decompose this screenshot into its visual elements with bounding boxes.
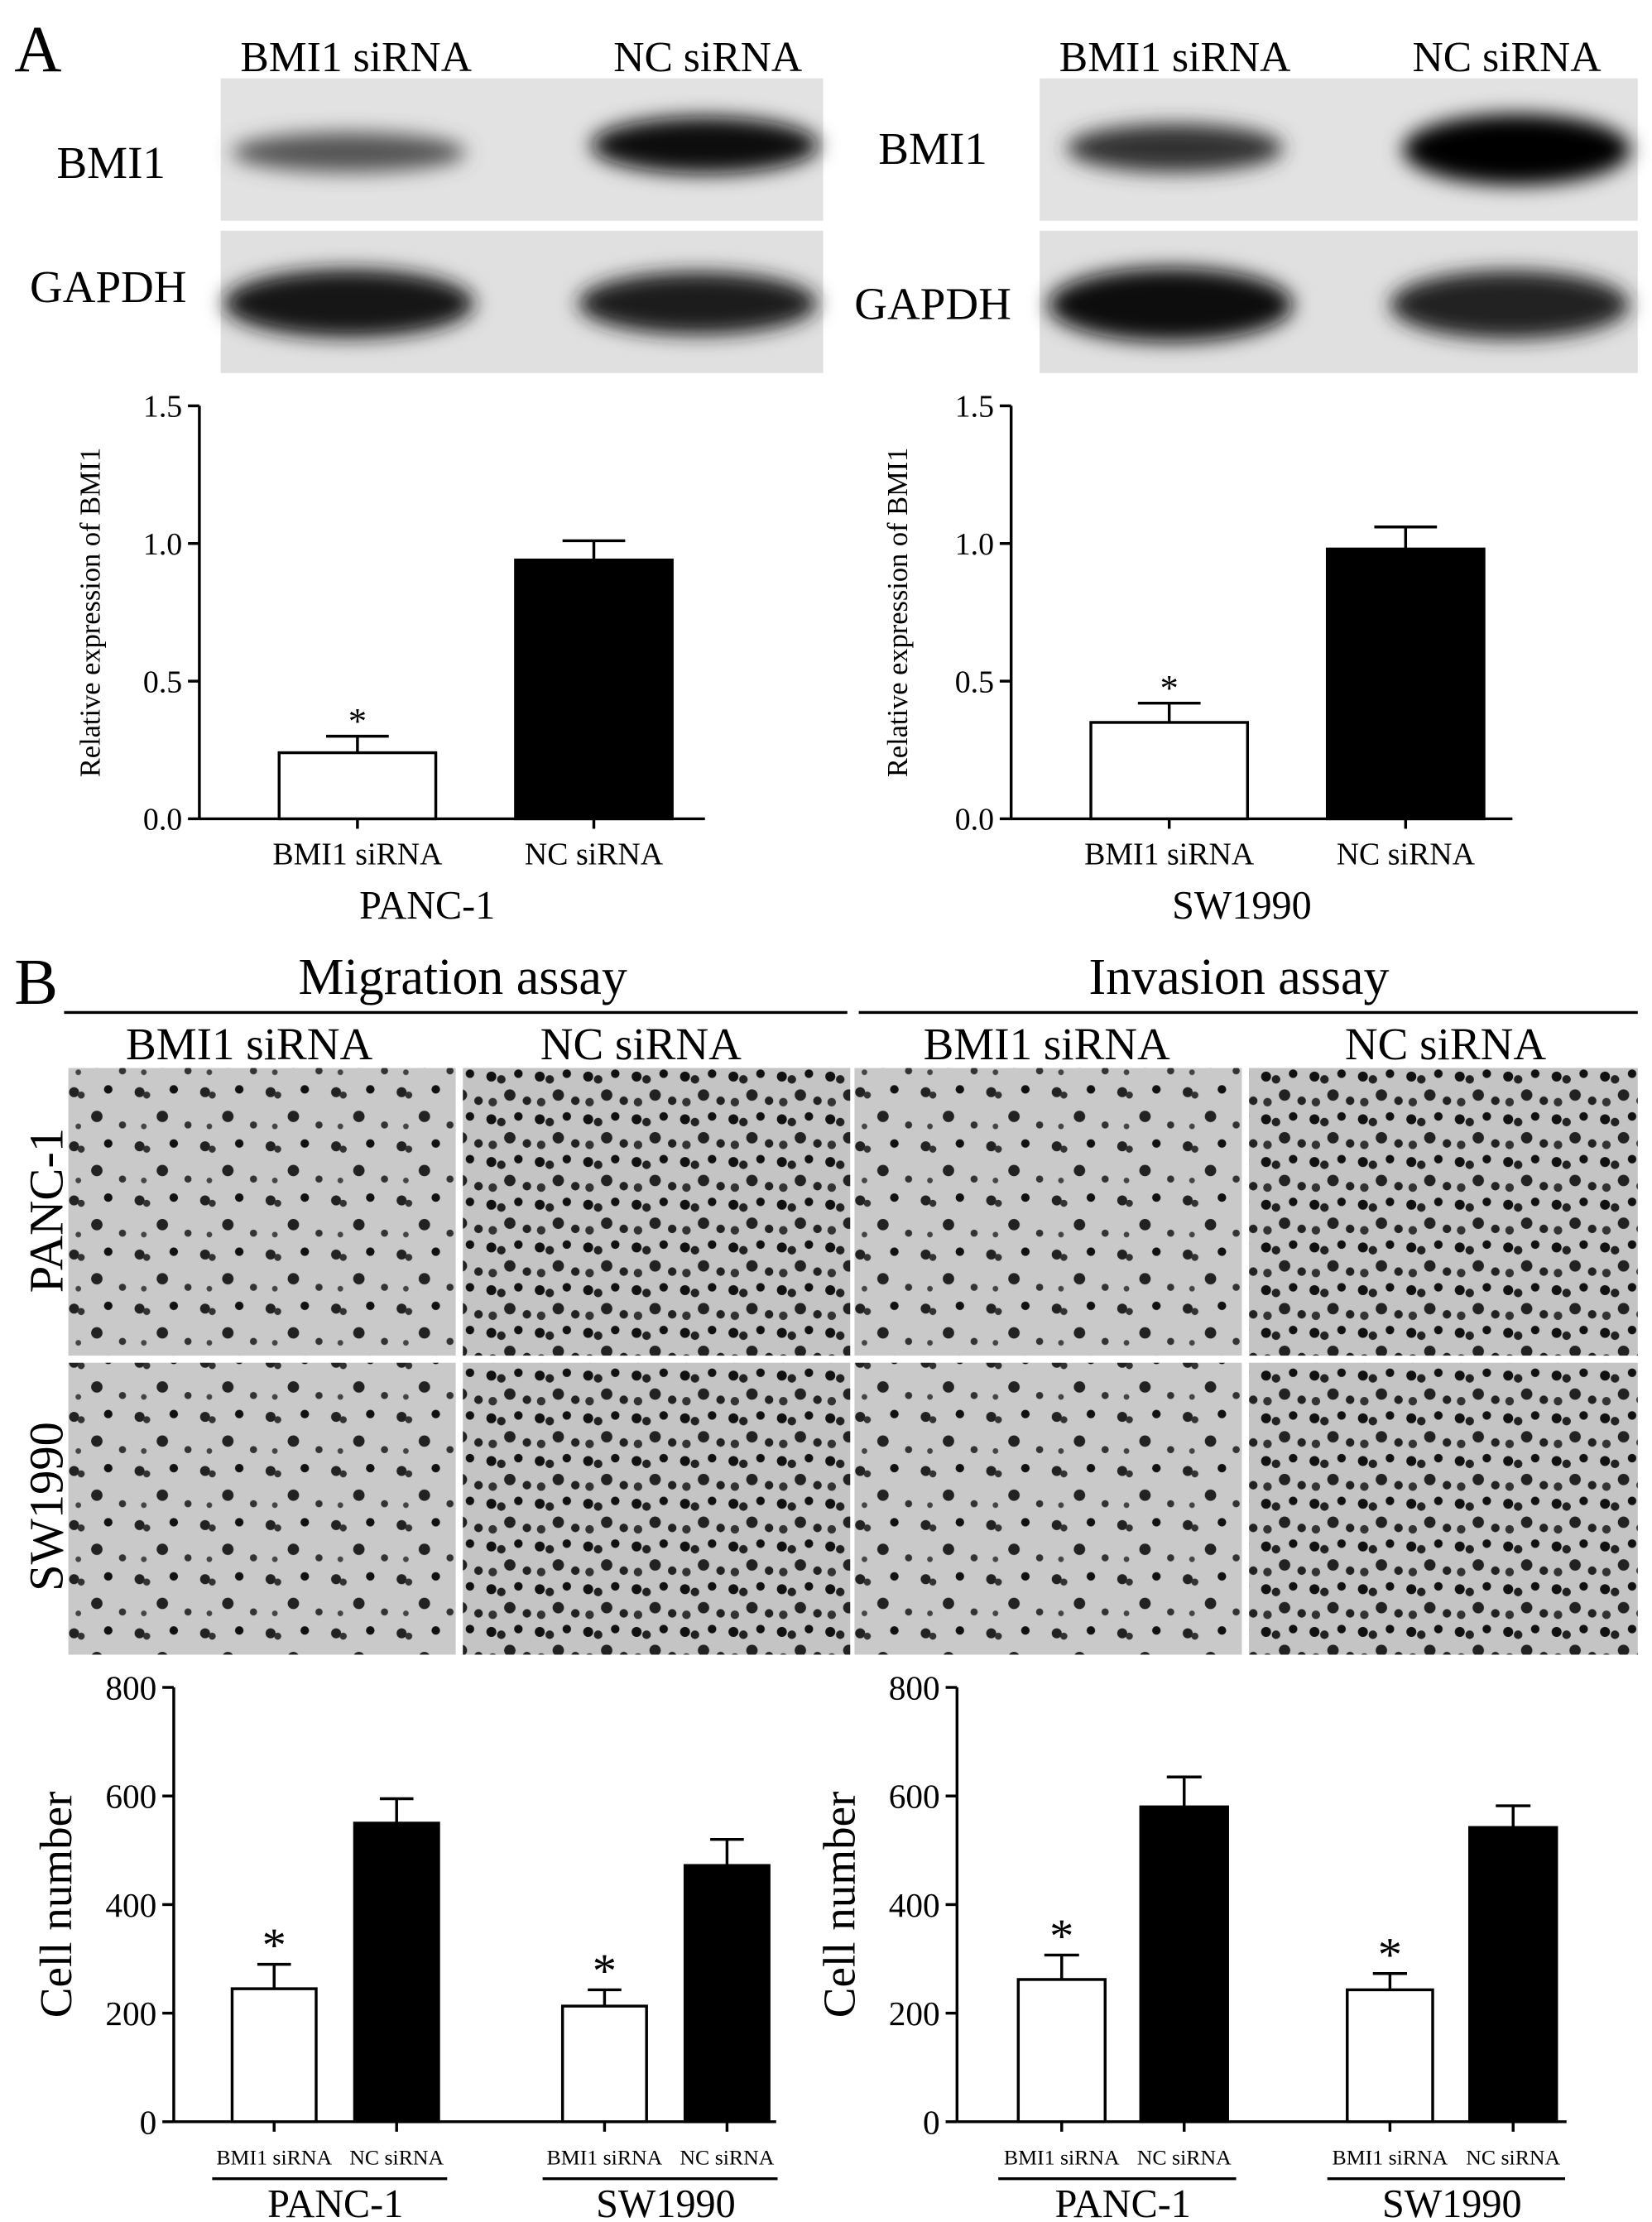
micrograph: [854, 1362, 1242, 1655]
blot-band: [232, 132, 466, 173]
x-tick-label: BMI1 siRNA: [1333, 2145, 1448, 2169]
y-axis-label: Relative expression of BMI1: [74, 448, 106, 777]
y-tick-label: 0: [140, 2103, 157, 2141]
y-tick-label: 1.0: [143, 527, 182, 562]
bar: [1346, 1988, 1434, 2124]
bar: [277, 751, 438, 821]
blot-band: [1066, 123, 1284, 173]
image-column-label: BMI1 siRNA: [924, 1019, 1170, 1069]
blot-band: [223, 269, 474, 338]
blot-column-label: BMI1 siRNA: [1059, 34, 1291, 81]
y-tick-label: 400: [889, 1886, 940, 1924]
x-tick-label: NC siRNA: [1337, 837, 1476, 871]
y-tick-label: 600: [889, 1778, 940, 1816]
x-tick-label: NC siRNA: [525, 837, 664, 871]
panel-b-images: B Migration assay Invasion assay BMI1 si…: [14, 946, 1638, 1655]
y-tick-label: 800: [889, 1668, 940, 1706]
blot-row-label: GAPDH: [854, 278, 1011, 329]
significance-mark: *: [1378, 1927, 1402, 1981]
blot-band: [591, 117, 819, 174]
assay-title: Migration assay: [299, 949, 627, 1005]
y-axis-label: Cell number: [31, 1792, 81, 2018]
micrograph: [1249, 1068, 1638, 1356]
x-tick-label: BMI1 siRNA: [1004, 2145, 1120, 2169]
x-tick-label: BMI1 siRNA: [272, 837, 443, 871]
y-tick-label: 600: [105, 1778, 156, 1816]
x-tick-label: BMI1 siRNA: [547, 2145, 663, 2169]
group-label: SW1990: [1382, 2182, 1522, 2218]
x-tick-label: BMI1 siRNA: [1084, 837, 1255, 871]
x-tick-label: NC siRNA: [1137, 2145, 1232, 2169]
blot-column-label: NC siRNA: [1412, 34, 1601, 81]
micrograph: [1249, 1362, 1638, 1655]
blot-band: [1048, 267, 1294, 342]
y-tick-label: 200: [889, 1994, 940, 2032]
bar: [683, 1864, 771, 2124]
blot-row-label: GAPDH: [30, 262, 187, 312]
x-tick-label: NC siRNA: [349, 2145, 444, 2169]
bar: [1325, 547, 1486, 821]
bar: [230, 1987, 318, 2124]
y-axis-label: Cell number: [814, 1792, 864, 2018]
y-tick-label: 0.0: [955, 803, 994, 837]
micrograph: [68, 1068, 456, 1356]
y-tick-label: 0.5: [955, 665, 994, 699]
panel-a-blots: A BMI1 siRNA NC siRNA BMI1 siRNA NC siRN…: [14, 13, 1638, 373]
panel-label: A: [14, 13, 61, 86]
bar: [1089, 721, 1250, 821]
y-tick-label: 800: [105, 1668, 156, 1706]
x-axis-label: SW1990: [1172, 884, 1312, 928]
bar: [1016, 1978, 1107, 2124]
micrograph: [463, 1068, 851, 1356]
blot-column-label: NC siRNA: [613, 34, 802, 81]
blot-band: [578, 271, 818, 335]
assay-title: Invasion assay: [1089, 949, 1390, 1005]
blot-row-label: BMI1: [878, 123, 987, 174]
micrograph: [68, 1362, 456, 1655]
micrograph: [854, 1068, 1242, 1356]
x-tick-label: BMI1 siRNA: [216, 2145, 332, 2169]
micrograph: [463, 1362, 851, 1655]
significance-mark: *: [593, 1944, 617, 1998]
y-tick-label: 1.0: [955, 527, 994, 562]
y-tick-label: 1.5: [143, 390, 182, 425]
x-tick-label: NC siRNA: [680, 2145, 774, 2169]
y-tick-label: 0.5: [143, 665, 182, 699]
significance-mark: *: [262, 1918, 286, 1972]
bar: [1139, 1805, 1229, 2124]
y-tick-label: 200: [105, 1994, 156, 2032]
x-tick-label: NC siRNA: [1466, 2145, 1560, 2169]
significance-mark: *: [1160, 667, 1179, 708]
group-label: PANC-1: [1055, 2182, 1191, 2218]
significance-mark: *: [348, 700, 367, 741]
y-tick-label: 1.5: [955, 390, 994, 425]
image-column-label: NC siRNA: [1345, 1019, 1546, 1069]
y-tick-label: 0: [923, 2103, 940, 2141]
image-column-label: BMI1 siRNA: [126, 1019, 372, 1069]
blot-column-label: BMI1 siRNA: [240, 34, 472, 81]
y-tick-label: 400: [105, 1886, 156, 1924]
x-axis-label: PANC-1: [359, 884, 495, 928]
y-tick-label: 0.0: [143, 803, 182, 837]
significance-mark: *: [1049, 1909, 1073, 1963]
bar: [1468, 1826, 1558, 2124]
bar: [353, 1821, 440, 2124]
image-column-label: NC siRNA: [540, 1019, 742, 1069]
image-row-label: SW1990: [20, 1422, 74, 1591]
blot-band: [1390, 270, 1630, 339]
group-label: SW1990: [596, 2182, 736, 2218]
image-row-label: PANC-1: [20, 1128, 74, 1293]
bar: [514, 558, 674, 821]
y-axis-label: Relative expression of BMI1: [882, 448, 914, 777]
bar: [560, 2004, 648, 2124]
group-label: PANC-1: [267, 2182, 403, 2218]
panel-label: B: [14, 946, 58, 1019]
blot-band: [1402, 113, 1631, 185]
blot-row-label: BMI1: [56, 137, 166, 188]
